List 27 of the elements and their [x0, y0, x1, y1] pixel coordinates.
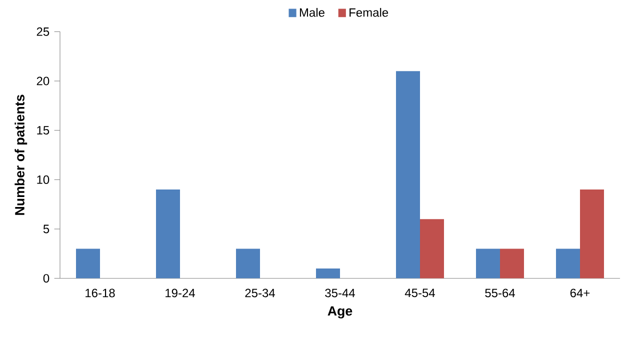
y-tick-label: 10 [37, 175, 50, 184]
bar [476, 248, 500, 278]
y-tick-label: 0 [43, 274, 50, 283]
bar [500, 248, 524, 278]
bar [76, 248, 100, 278]
x-tick-label: 35-44 [325, 288, 355, 298]
y-tick-label: 25 [36, 27, 50, 36]
x-tick-label: 55-64 [485, 288, 515, 298]
y-tick-label: 20 [36, 76, 50, 86]
legend-label: Female [350, 8, 388, 17]
y-axis-title: Number of patients [14, 94, 28, 215]
x-tick-label: 16-18 [86, 288, 115, 298]
bar [316, 268, 340, 278]
bar [396, 71, 420, 278]
y-tick-label: 15 [37, 126, 50, 135]
x-tick-label: 45-54 [404, 288, 435, 298]
bar [156, 190, 180, 278]
x-tick-label: 25-34 [245, 288, 275, 298]
bar [236, 248, 260, 278]
x-tick-label: 64+ [570, 288, 590, 298]
bar [580, 190, 604, 278]
bar [420, 219, 444, 278]
x-axis-title: Age [328, 306, 352, 318]
legend-label: Male [300, 8, 324, 17]
x-tick-label: 19-24 [166, 288, 195, 298]
bar [556, 248, 580, 278]
y-tick-label: 5 [43, 224, 50, 234]
